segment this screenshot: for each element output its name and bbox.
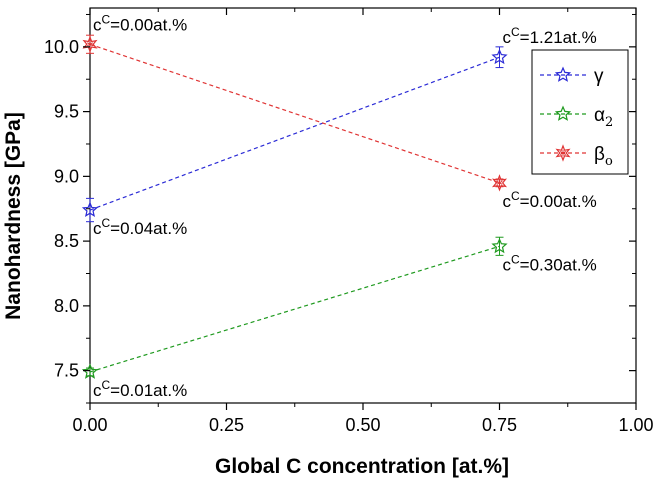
point-annotation: cC=0.30at.% (503, 252, 597, 274)
y-tick-label: 8.5 (54, 231, 79, 251)
axes-layer: 0.00 0.25 0.50 0.75 1.00 7.5 8.0 8.5 9.0 9.5 10.0 (44, 8, 654, 435)
legend-entry: βo (540, 144, 613, 169)
series-line (89, 56, 500, 211)
x-axis-title: Global C concentration [at.%] (215, 455, 509, 478)
legend-marker (555, 144, 571, 162)
legend-label: α2 (594, 105, 613, 130)
y-tick-label: 10.0 (44, 37, 79, 57)
point-marker (491, 174, 508, 192)
x-tick-label: 0.25 (209, 415, 244, 435)
y-tick-label: 9.0 (54, 166, 79, 186)
legend-marker (554, 105, 572, 121)
x-tick-label: 1.00 (618, 415, 653, 435)
series-line (89, 245, 500, 373)
point-marker (491, 237, 508, 254)
legend-entry: γ (540, 66, 604, 87)
y-tick-label: 9.5 (54, 102, 79, 122)
x-tick-label: 0.00 (72, 415, 107, 435)
y-tick-label: 8.0 (54, 296, 79, 316)
legend-label: βo (594, 144, 613, 169)
series-2 (82, 34, 508, 192)
legend-marker (554, 66, 572, 82)
legend: γ α2 βo (531, 49, 629, 175)
data-point (491, 174, 508, 192)
point-marker (81, 201, 99, 217)
series-layer (81, 34, 508, 379)
data-point (81, 201, 99, 217)
series-0 (81, 46, 508, 223)
point-annotation: cC=1.21at.% (503, 25, 597, 47)
point-marker (81, 363, 99, 379)
x-tick-label: 0.75 (482, 415, 517, 435)
data-point (491, 237, 508, 254)
point-marker (554, 105, 572, 121)
point-annotation: cC=0.00at.% (93, 12, 187, 34)
marker-cross (559, 150, 567, 156)
y-tick-label: 7.5 (54, 361, 79, 381)
series-line (89, 43, 500, 184)
point-annotation: cC=0.01at.% (93, 378, 187, 400)
point-annotation: cC=0.04at.% (93, 216, 187, 238)
point-marker (82, 35, 98, 53)
data-point (491, 48, 508, 65)
annotation-layer: cC=0.04at.% cC=1.21at.% cC=0.01at.% cC=0.30… (93, 12, 597, 400)
marker-cross (496, 180, 503, 185)
point-marker (555, 144, 571, 162)
series-1 (81, 236, 508, 379)
marker-cross (86, 42, 94, 47)
data-point (81, 363, 99, 379)
legend-box (531, 49, 629, 175)
legend-label: γ (594, 66, 604, 87)
point-marker (554, 66, 572, 82)
point-annotation: cC=0.00at.% (503, 189, 597, 211)
legend-entry: α2 (540, 105, 613, 130)
x-tick-label: 0.50 (345, 415, 380, 435)
point-marker (491, 48, 508, 65)
y-axis-title: Nanohardness [GPa] (2, 112, 25, 320)
